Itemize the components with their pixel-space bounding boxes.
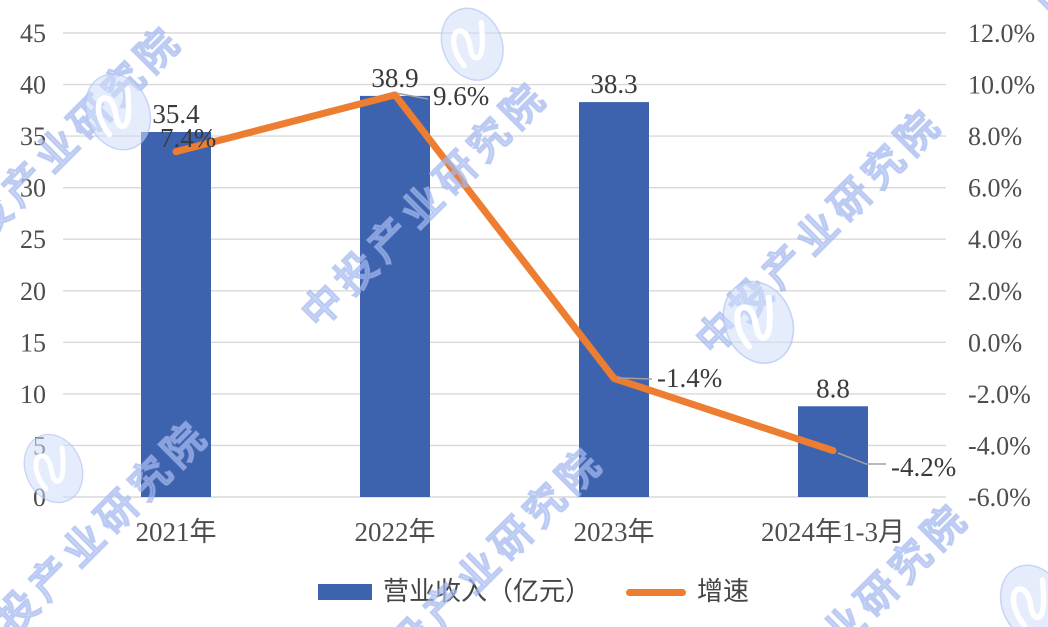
label-leader-line xyxy=(395,92,429,100)
right-axis-tick-label: 12.0% xyxy=(968,19,1035,48)
right-axis-tick-label: 4.0% xyxy=(968,225,1022,254)
legend-revenue-label: 营业收入（亿元） xyxy=(383,577,592,606)
x-axis-label-2024年1-3月: 2024年1-3月 xyxy=(761,517,905,547)
left-axis-tick-label: 30 xyxy=(20,174,46,203)
growth-data-label: -4.2% xyxy=(891,452,956,482)
left-axis-tick-label: 35 xyxy=(20,122,46,151)
right-axis-tick-label: -6.0% xyxy=(968,483,1031,512)
revenue-data-label: 8.8 xyxy=(816,373,850,403)
left-axis-tick-label: 0 xyxy=(33,483,46,512)
left-axis-tick-label: 40 xyxy=(20,71,46,100)
right-axis-tick-label: -4.0% xyxy=(968,431,1031,460)
revenue-data-label: 35.4 xyxy=(152,99,200,129)
right-axis-tick-label: 10.0% xyxy=(968,71,1035,100)
x-axis-label-2022年: 2022年 xyxy=(355,517,436,547)
bar-2023年[interactable] xyxy=(579,102,649,497)
growth-data-label: 9.6% xyxy=(433,81,489,111)
right-axis-tick-label: 2.0% xyxy=(968,277,1022,306)
left-axis-tick-label: 10 xyxy=(20,380,46,409)
label-leader-line xyxy=(837,452,886,465)
bar-2021年[interactable] xyxy=(141,131,211,497)
right-axis-tick-label: 0.0% xyxy=(968,328,1022,357)
growth-data-label: -1.4% xyxy=(657,363,722,393)
label-leader-line xyxy=(617,377,653,380)
x-axis-label-2023年: 2023年 xyxy=(574,517,655,547)
left-axis-tick-label: 15 xyxy=(20,328,46,357)
right-axis-tick-label: 6.0% xyxy=(968,174,1022,203)
left-axis-tick-label: 5 xyxy=(33,431,46,460)
x-axis-label-2021年: 2021年 xyxy=(136,517,217,547)
left-axis-tick-label: 25 xyxy=(20,225,46,254)
left-axis-tick-label: 45 xyxy=(20,19,46,48)
legend-growth-swatch xyxy=(626,588,686,596)
revenue-data-label: 38.3 xyxy=(590,69,637,99)
revenue-data-label: 38.9 xyxy=(371,63,418,93)
legend-item-growth[interactable]: 增速 xyxy=(626,578,749,606)
bar-2022年[interactable] xyxy=(360,95,430,498)
legend-revenue-swatch xyxy=(318,584,372,600)
growth-data-label: 7.4% xyxy=(160,123,216,153)
right-axis-tick-label: -2.0% xyxy=(968,380,1031,409)
legend-growth-label: 增速 xyxy=(697,577,750,606)
left-axis-tick-label: 20 xyxy=(20,277,46,306)
right-axis-tick-label: 8.0% xyxy=(968,122,1022,151)
legend-item-revenue[interactable]: 营业收入（亿元） xyxy=(318,578,591,606)
growth-line[interactable] xyxy=(172,91,837,455)
